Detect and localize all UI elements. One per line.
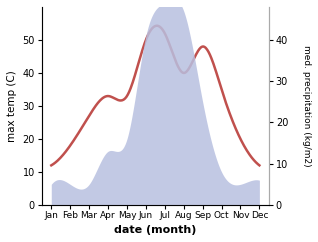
X-axis label: date (month): date (month) [114, 225, 197, 235]
Y-axis label: max temp (C): max temp (C) [7, 70, 17, 142]
Y-axis label: med. precipitation (kg/m2): med. precipitation (kg/m2) [302, 45, 311, 167]
